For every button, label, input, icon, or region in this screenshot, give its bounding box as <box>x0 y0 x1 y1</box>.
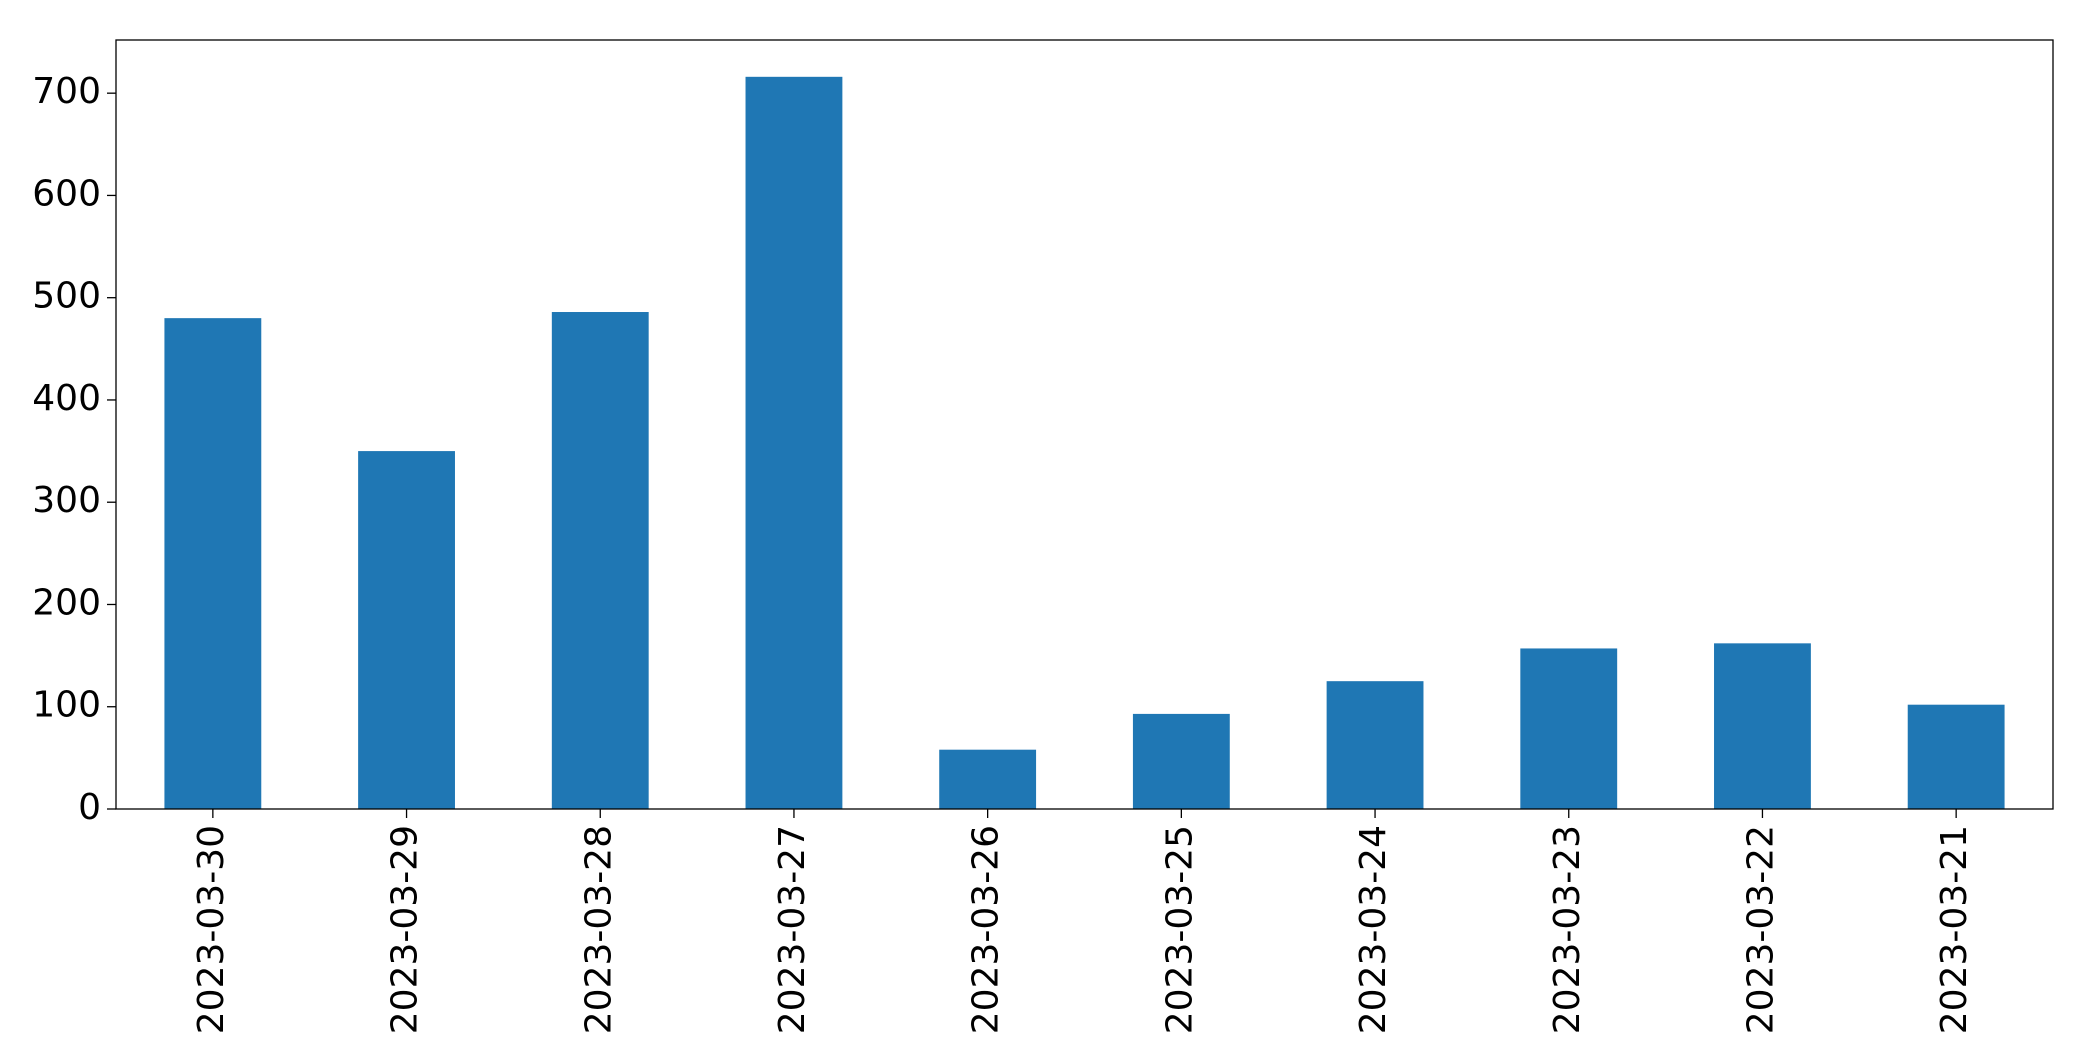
x-tick-label: 2023-03-29 <box>385 825 426 1034</box>
y-tick-label: 500 <box>32 276 101 317</box>
plot-frame <box>115 39 2054 810</box>
x-tick-label: 2023-03-22 <box>1740 825 1781 1034</box>
y-tick-label: 700 <box>32 71 101 112</box>
x-tick-label: 2023-03-27 <box>772 825 813 1034</box>
bar <box>1907 704 2005 809</box>
bar <box>745 76 843 809</box>
x-tick-label: 2023-03-23 <box>1547 825 1588 1034</box>
bar <box>1520 648 1618 809</box>
bar <box>551 312 649 809</box>
y-tick-label: 0 <box>78 787 101 828</box>
x-tick-label: 2023-03-26 <box>966 825 1007 1034</box>
y-tick-label: 600 <box>32 173 101 214</box>
bar <box>1326 681 1424 809</box>
y-tick-label: 200 <box>32 582 101 623</box>
x-tick-label: 2023-03-21 <box>1934 825 1975 1034</box>
y-tick-label: 300 <box>32 480 101 521</box>
x-tick-label: 2023-03-25 <box>1159 825 1200 1034</box>
bar <box>358 451 455 809</box>
bar <box>164 318 262 809</box>
y-tick-label: 400 <box>32 378 101 419</box>
x-tick-label: 2023-03-24 <box>1353 825 1394 1034</box>
x-tick-label: 2023-03-28 <box>578 825 619 1034</box>
y-tick-label: 100 <box>32 685 101 726</box>
bar <box>1132 713 1230 809</box>
bar <box>1714 643 1811 809</box>
bar <box>939 749 1037 809</box>
x-tick-label: 2023-03-30 <box>191 825 232 1034</box>
